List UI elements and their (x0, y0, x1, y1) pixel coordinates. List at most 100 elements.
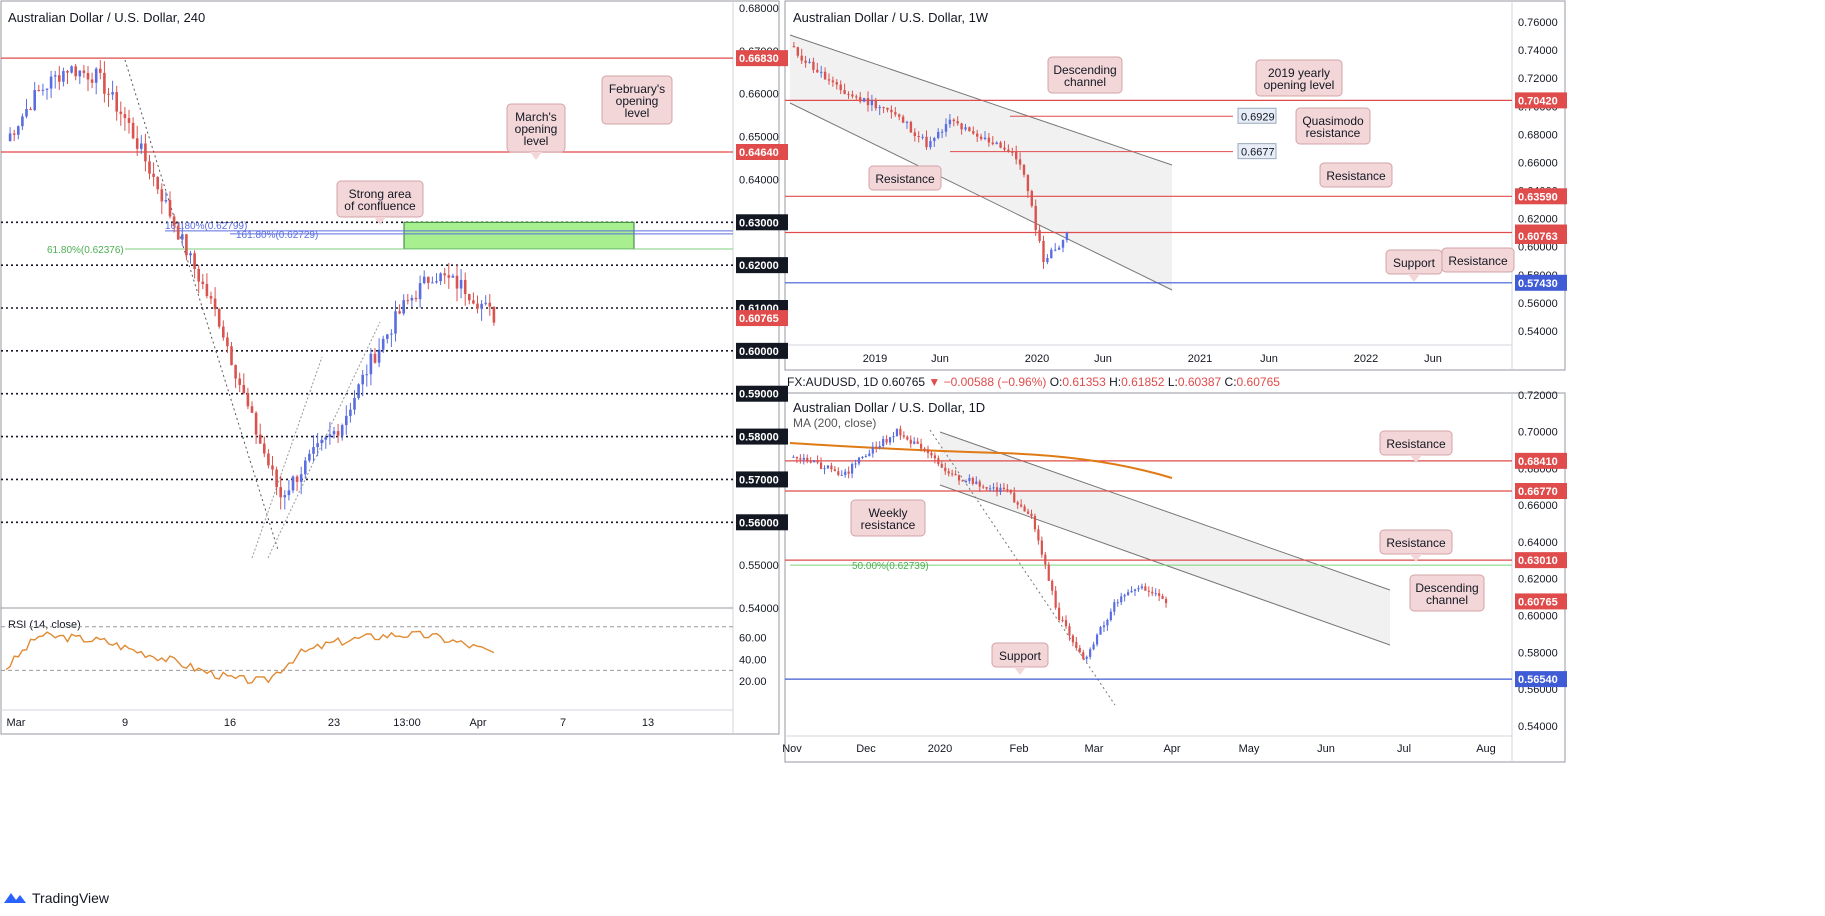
candle-body (905, 121, 909, 123)
candle-body (964, 127, 967, 130)
candle-body (58, 75, 61, 82)
candle-body (1071, 635, 1074, 642)
price-tick-label: 0.64000 (1518, 537, 1558, 549)
annotation-resistance: Resistance (1319, 162, 1393, 188)
candle-body (1018, 159, 1022, 165)
candle-body (909, 121, 913, 133)
candle-body (53, 75, 57, 77)
annotation-2019-yearly-open-box (1255, 59, 1343, 97)
last-price-label-bg (1515, 593, 1567, 610)
candle-body (21, 116, 24, 127)
candle-body (906, 436, 909, 440)
candle-body (123, 114, 127, 119)
candle-body (361, 374, 364, 385)
price-tick-label: 0.56000 (1518, 298, 1558, 310)
candle-body (1099, 627, 1102, 635)
candle-body (1026, 511, 1030, 514)
last-price-label-bg (1515, 227, 1567, 244)
candle-body (851, 464, 854, 474)
candle-body (792, 456, 795, 458)
candle-body (29, 109, 32, 111)
candle-body (484, 302, 487, 304)
price-tick-label: 0.54000 (1518, 326, 1558, 338)
time-tick-label: 23 (328, 717, 340, 729)
level-price-label-bg (1515, 188, 1567, 205)
candle-body (468, 294, 471, 301)
candle-body (373, 353, 377, 363)
candle-body (258, 434, 262, 444)
candle-body (1011, 151, 1014, 153)
time-tick-label: 13:00 (393, 717, 421, 729)
level-price-label: 0.66830 (739, 53, 779, 65)
candle-body (8, 133, 12, 142)
time-tick-label: Mar (1085, 743, 1104, 755)
price-tick-label: 0.66000 (1518, 500, 1558, 512)
candle-body (975, 481, 978, 484)
level-price-label: 0.58000 (739, 432, 779, 444)
candle-body (1130, 590, 1133, 593)
brand-name: TradingView (32, 890, 110, 906)
level-price-label-bg (736, 144, 788, 160)
candle-body (345, 415, 348, 426)
candle-body (826, 465, 830, 469)
level-price-label-bg (736, 342, 788, 359)
price-tick-label: 0.70000 (1518, 427, 1558, 439)
candle-body (324, 437, 328, 440)
candle-body (242, 384, 246, 394)
candle-body (992, 487, 995, 489)
price-tick-label: 0.64000 (739, 174, 779, 186)
candle-body (1050, 249, 1053, 259)
candle-body (181, 234, 184, 240)
candle-body (279, 487, 282, 498)
candle-body (217, 309, 221, 327)
candle-body (855, 96, 858, 98)
candle-body (1022, 164, 1026, 175)
candle-body (209, 296, 213, 299)
candle-body (1044, 554, 1047, 565)
time-tick-label: Aug (1476, 743, 1496, 755)
price-tick-label: 0.65000 (739, 132, 779, 144)
annotation-quasimodo-text: Quasimodo (1302, 114, 1364, 128)
candle-body (808, 61, 811, 63)
symbol-info-part: ▼ −0.00588 (−0.96%) (928, 375, 1049, 389)
candle-body (357, 384, 360, 398)
confluence-zone (403, 221, 635, 250)
candle-body (1158, 593, 1161, 596)
level-price-label-bg (1515, 92, 1567, 109)
candle-body (402, 300, 405, 314)
candle-body (802, 457, 805, 460)
tradingview-brand[interactable]: TradingView (4, 890, 109, 906)
small-level-box (1237, 143, 1277, 160)
price-tick-label: 0.66000 (739, 89, 779, 101)
candle-body (823, 468, 826, 470)
candle-body (985, 487, 988, 489)
candle-body (816, 460, 819, 463)
candle-body (230, 346, 233, 366)
candle-body (937, 458, 940, 465)
last-price-label: 0.60763 (1518, 231, 1558, 243)
annotation-quasimodo-box (1295, 107, 1371, 145)
candle-body (1051, 580, 1054, 591)
level-price-label-bg (1515, 274, 1567, 291)
fib-label: 50.00%(0.62739) (852, 561, 929, 572)
candle-body (201, 281, 205, 284)
small-level-label: 0.6929 (1241, 111, 1275, 123)
candle-body (480, 303, 483, 309)
annotation-resistance-box (1319, 162, 1393, 188)
candle-body (115, 92, 118, 112)
annotation-march-open-pointer (530, 152, 542, 160)
candle-body (185, 234, 188, 256)
time-tick-label: Feb (1010, 743, 1029, 755)
candle-body (1147, 590, 1150, 592)
candle-body (451, 275, 455, 278)
candle-body (99, 68, 102, 73)
candle-body (1046, 258, 1049, 263)
candle-body (246, 393, 250, 407)
trend-line (929, 429, 1116, 706)
price-tick-label: 0.72000 (1518, 73, 1558, 85)
candle-body (983, 137, 987, 139)
candle-body (870, 100, 874, 106)
annotation-march-open-text: level (524, 134, 549, 148)
candle-body (431, 282, 434, 284)
